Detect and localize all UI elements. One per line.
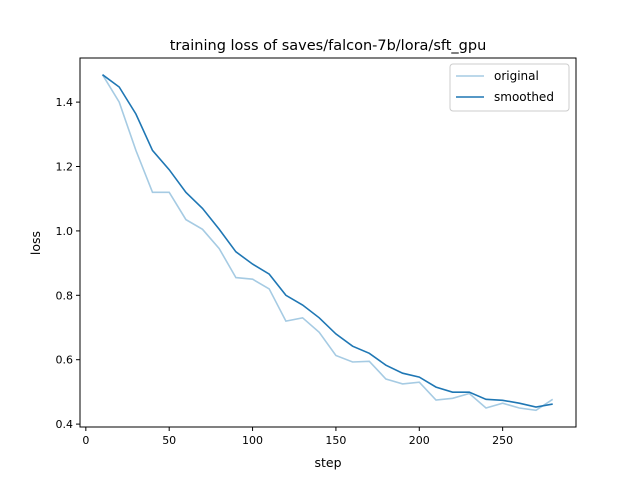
x-tick-label: 50 [162, 434, 176, 447]
y-tick-label: 1.2 [56, 161, 74, 174]
y-tick-label: 0.6 [56, 354, 74, 367]
series-line-smoothed [102, 74, 553, 408]
series-line-original [101, 74, 554, 412]
x-axis-label: step [314, 455, 341, 470]
plot-frame [79, 57, 577, 428]
x-tick-label: 100 [242, 434, 263, 447]
x-tick-label: 200 [409, 434, 430, 447]
chart-title: training loss of saves/falcon-7b/lora/sf… [170, 38, 487, 54]
legend-label-original: original [494, 69, 539, 83]
x-tick-label: 0 [82, 434, 89, 447]
y-tick-label: 0.4 [56, 418, 74, 431]
y-tick-label: 0.8 [56, 289, 74, 302]
y-tick-label: 1.4 [56, 96, 74, 109]
y-tick-label: 1.0 [56, 225, 74, 238]
legend-label-smoothed: smoothed [494, 90, 554, 104]
y-axis-label: loss [28, 231, 43, 255]
legend: original smoothed [449, 63, 570, 112]
x-tick-label: 150 [325, 434, 346, 447]
x-tick-label: 250 [492, 434, 513, 447]
